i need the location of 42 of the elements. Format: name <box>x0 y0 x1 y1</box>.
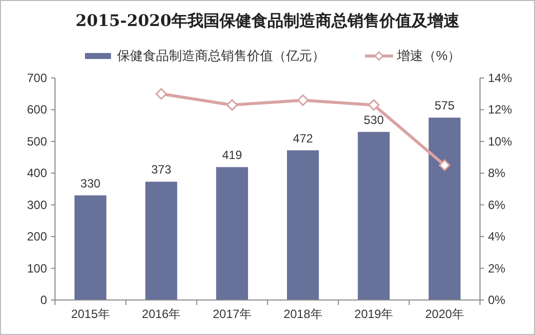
x-tick-label: 2016年 <box>142 307 181 321</box>
bar <box>358 132 390 300</box>
point <box>368 99 380 111</box>
point <box>156 88 167 100</box>
point <box>438 159 450 171</box>
data-label: 575 <box>434 98 455 113</box>
y-tick-label: 100 <box>26 261 48 276</box>
bar <box>145 182 178 300</box>
y2-tick-label: 12% <box>488 102 512 117</box>
y-tick-label: 500 <box>26 134 48 148</box>
data-label: 373 <box>151 162 172 177</box>
x-tick-label: 2015年 <box>71 307 110 321</box>
y2-tick-label: 0% <box>488 293 506 307</box>
bar <box>216 167 248 300</box>
chart-title: 2015-2020年我国保健食品制造商总销售价值及增速 <box>76 11 460 30</box>
data-label: 330 <box>80 176 101 190</box>
y2-tick-label: 4% <box>488 230 506 244</box>
bar <box>74 195 106 300</box>
y-tick-label: 300 <box>26 198 48 212</box>
y-tick-label: 600 <box>26 102 48 117</box>
data-label: 472 <box>292 131 314 146</box>
x-tick-label: 2018年 <box>284 307 322 321</box>
y-tick-label: 0 <box>40 293 48 307</box>
x-tick-label: 2019年 <box>354 307 394 321</box>
x-tick-label: 2020年 <box>425 307 464 321</box>
y-tick-label: 200 <box>26 230 48 244</box>
legend-label: 增速（%） <box>396 48 461 63</box>
data-label: 419 <box>222 148 242 162</box>
point <box>226 99 238 111</box>
point <box>297 94 309 106</box>
y2-tick-label: 14% <box>488 71 512 85</box>
y2-tick-label: 6% <box>488 198 506 212</box>
y2-tick-label: 10% <box>488 134 512 148</box>
bar <box>428 118 461 300</box>
y2-tick-label: 8% <box>488 166 506 180</box>
bar <box>286 150 319 300</box>
y-tick-label: 700 <box>26 71 48 85</box>
y2-tick-label: 2% <box>488 261 506 276</box>
data-label: 530 <box>364 112 384 127</box>
x-tick-label: 2017年 <box>212 307 252 321</box>
legend-label: 保健食品制造商总销售价值（亿元） <box>117 48 325 63</box>
y-tick-label: 400 <box>26 166 48 180</box>
